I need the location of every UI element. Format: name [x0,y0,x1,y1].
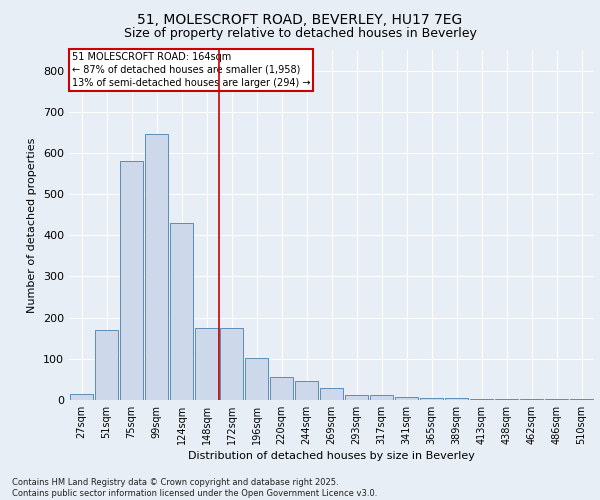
Bar [570,399,593,400]
Bar [70,394,93,400]
Bar [395,397,418,400]
Bar [195,328,218,400]
Bar [220,328,243,400]
Bar [320,388,343,400]
Bar [270,378,293,400]
Y-axis label: Number of detached properties: Number of detached properties [28,138,37,312]
Bar [120,161,143,400]
Bar [95,330,118,400]
Bar [345,394,368,400]
Bar [170,223,193,400]
X-axis label: Distribution of detached houses by size in Beverley: Distribution of detached houses by size … [188,451,475,461]
Bar [145,134,168,400]
Bar [420,398,443,400]
Bar [370,395,393,400]
Bar [445,398,468,400]
Bar [470,399,493,400]
Bar [520,399,543,400]
Text: Size of property relative to detached houses in Beverley: Size of property relative to detached ho… [124,28,476,40]
Text: 51, MOLESCROFT ROAD, BEVERLEY, HU17 7EG: 51, MOLESCROFT ROAD, BEVERLEY, HU17 7EG [137,12,463,26]
Bar [295,382,318,400]
Text: 51 MOLESCROFT ROAD: 164sqm
← 87% of detached houses are smaller (1,958)
13% of s: 51 MOLESCROFT ROAD: 164sqm ← 87% of deta… [71,52,310,88]
Text: Contains HM Land Registry data © Crown copyright and database right 2025.
Contai: Contains HM Land Registry data © Crown c… [12,478,377,498]
Bar [545,399,568,400]
Bar [495,399,518,400]
Bar [245,358,268,400]
